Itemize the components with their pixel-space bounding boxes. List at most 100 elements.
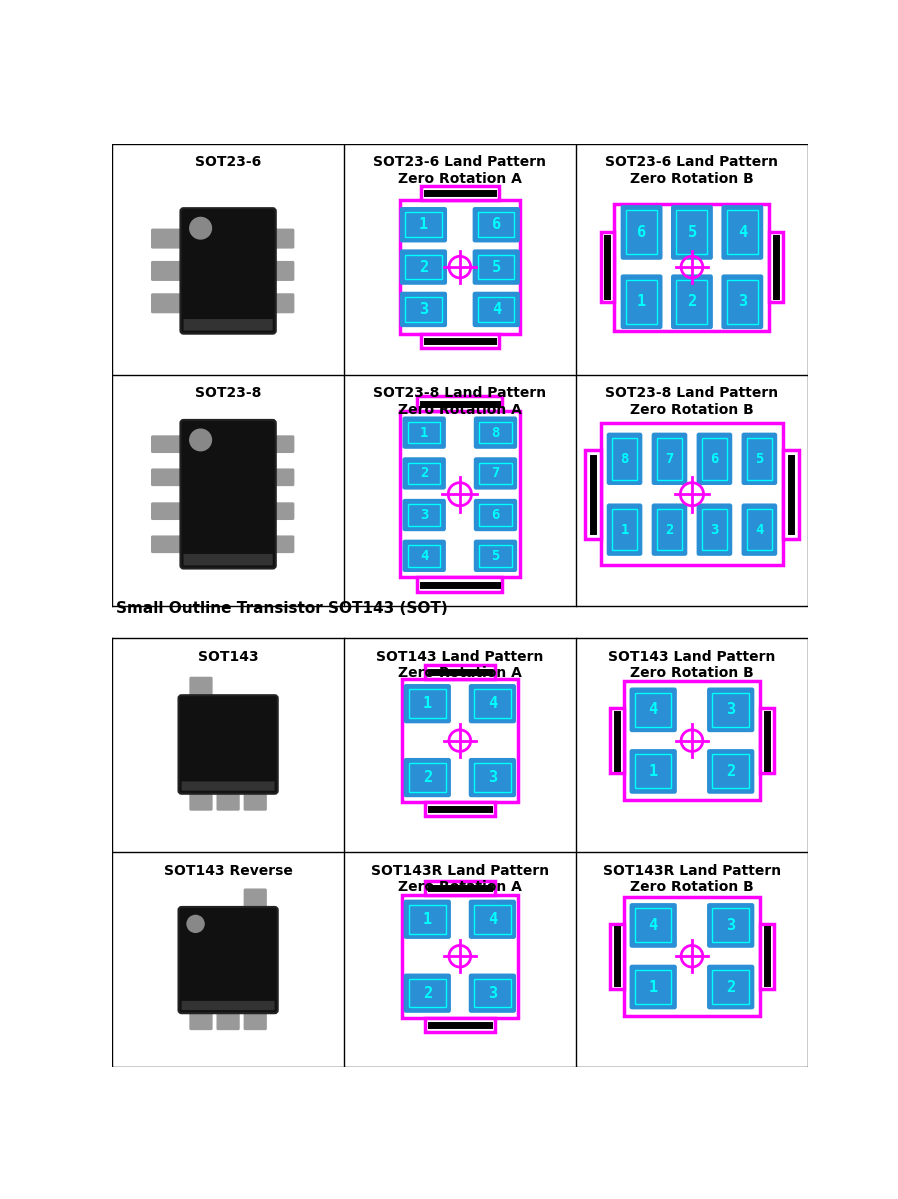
Text: 1: 1 [423, 697, 432, 711]
Text: SOT23-8 Land Pattern
Zero Rotation B: SOT23-8 Land Pattern Zero Rotation B [605, 386, 779, 416]
Text: 1: 1 [621, 523, 629, 537]
FancyBboxPatch shape [402, 540, 446, 572]
Text: 2: 2 [420, 466, 428, 481]
FancyBboxPatch shape [243, 787, 267, 811]
Bar [626, 211, 657, 254]
Bar [635, 909, 672, 942]
FancyBboxPatch shape [243, 888, 267, 914]
FancyBboxPatch shape [260, 435, 295, 453]
Bar [478, 212, 515, 237]
FancyBboxPatch shape [469, 974, 516, 1013]
Text: 3: 3 [420, 508, 428, 522]
Bar [747, 508, 771, 550]
Bar [474, 905, 511, 934]
FancyBboxPatch shape [742, 433, 777, 484]
Bar [400, 411, 520, 577]
FancyBboxPatch shape [183, 319, 273, 331]
Bar [418, 577, 503, 592]
Bar [409, 689, 445, 718]
FancyBboxPatch shape [403, 758, 451, 797]
Bar [409, 905, 445, 934]
FancyBboxPatch shape [402, 499, 446, 531]
Bar [676, 279, 708, 324]
FancyBboxPatch shape [721, 275, 763, 329]
Text: 2: 2 [418, 259, 428, 275]
Text: 6: 6 [491, 508, 499, 522]
Bar [425, 665, 495, 679]
Bar [624, 897, 760, 1016]
FancyBboxPatch shape [629, 687, 677, 733]
FancyBboxPatch shape [402, 457, 446, 489]
Bar [747, 438, 771, 480]
Text: 1: 1 [418, 217, 428, 233]
Text: 4: 4 [488, 697, 497, 711]
Bar [635, 693, 672, 727]
Bar [614, 204, 770, 331]
Bar [612, 508, 637, 550]
Bar [401, 894, 518, 1018]
Circle shape [189, 217, 211, 239]
Bar [712, 754, 749, 789]
Bar [401, 679, 518, 802]
Bar [421, 335, 498, 349]
Bar [712, 693, 749, 727]
Text: 5: 5 [491, 549, 499, 562]
Text: 2: 2 [423, 770, 432, 785]
Text: SOT143R Land Pattern
Zero Rotation A: SOT143R Land Pattern Zero Rotation A [371, 863, 549, 894]
Text: SOT23-6 Land Pattern
Zero Rotation B: SOT23-6 Land Pattern Zero Rotation B [605, 156, 779, 186]
Bar [601, 233, 614, 302]
Bar [474, 764, 511, 791]
Text: 1: 1 [423, 911, 432, 927]
Text: 1: 1 [637, 294, 647, 309]
Bar [405, 212, 442, 237]
FancyBboxPatch shape [707, 749, 754, 794]
Text: 5: 5 [755, 452, 763, 465]
FancyBboxPatch shape [469, 899, 516, 939]
Bar [478, 297, 515, 321]
FancyBboxPatch shape [607, 504, 642, 556]
Text: 4: 4 [648, 918, 657, 933]
Text: 3: 3 [738, 294, 747, 309]
FancyBboxPatch shape [400, 249, 447, 285]
Text: SOT23-8 Land Pattern
Zero Rotation A: SOT23-8 Land Pattern Zero Rotation A [374, 386, 546, 416]
Text: 6: 6 [637, 225, 647, 240]
Bar [612, 438, 637, 480]
Text: 2: 2 [726, 764, 735, 779]
Text: SOT23-6 Land Pattern
Zero Rotation A: SOT23-6 Land Pattern Zero Rotation A [374, 156, 546, 186]
FancyBboxPatch shape [403, 899, 451, 939]
Text: 1: 1 [420, 426, 428, 440]
Bar [635, 970, 672, 1004]
Bar [478, 254, 515, 279]
Text: 3: 3 [418, 302, 428, 317]
Text: 7: 7 [491, 466, 499, 481]
Bar [657, 438, 682, 480]
FancyBboxPatch shape [474, 416, 517, 448]
Bar [409, 764, 445, 791]
FancyBboxPatch shape [216, 787, 240, 811]
Text: 3: 3 [710, 523, 718, 537]
FancyBboxPatch shape [151, 294, 185, 313]
FancyBboxPatch shape [402, 416, 446, 448]
Bar [712, 909, 749, 942]
FancyBboxPatch shape [400, 207, 447, 242]
FancyBboxPatch shape [652, 433, 687, 484]
Bar [400, 200, 520, 335]
FancyBboxPatch shape [216, 1006, 240, 1030]
FancyBboxPatch shape [151, 435, 185, 453]
Text: Small Outline Transistor SOT143 (SOT): Small Outline Transistor SOT143 (SOT) [116, 601, 448, 616]
Bar [480, 505, 512, 526]
Text: SOT143: SOT143 [198, 650, 259, 664]
Bar [425, 802, 495, 817]
Circle shape [187, 915, 204, 933]
Text: 3: 3 [488, 986, 497, 1001]
FancyBboxPatch shape [151, 469, 185, 486]
Bar [601, 423, 783, 566]
FancyBboxPatch shape [697, 504, 732, 556]
Text: SOT143R Land Pattern
Zero Rotation B: SOT143R Land Pattern Zero Rotation B [603, 863, 781, 894]
FancyBboxPatch shape [180, 209, 276, 333]
FancyBboxPatch shape [181, 1001, 275, 1010]
Bar [480, 422, 512, 444]
Text: 6: 6 [492, 217, 501, 233]
FancyBboxPatch shape [400, 291, 447, 327]
FancyBboxPatch shape [472, 291, 520, 327]
